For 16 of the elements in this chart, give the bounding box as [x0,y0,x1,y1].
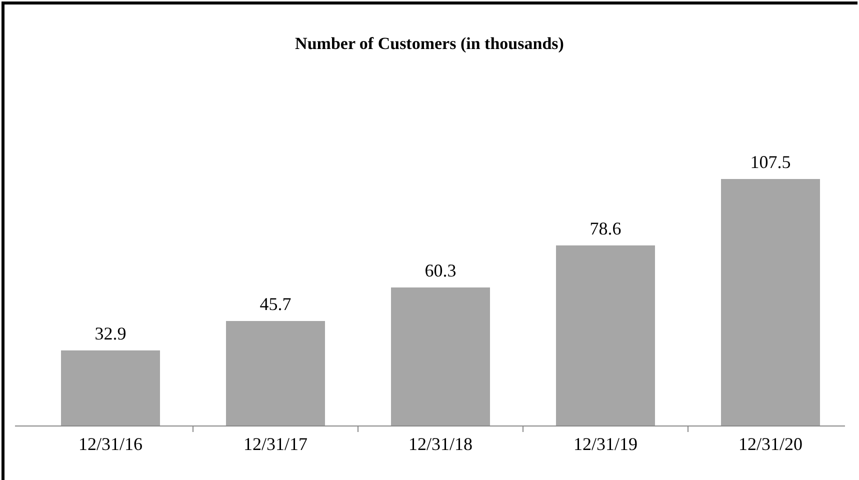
data-label: 78.6 [590,218,622,238]
x-tick-label: 12/31/19 [573,434,638,454]
data-label: 60.3 [424,260,456,280]
x-tick-label: 12/31/17 [243,434,308,454]
bar [61,350,160,426]
data-label: 32.9 [94,323,126,344]
x-tick-label: 12/31/18 [408,434,473,454]
chart-title: Number of Customers (in thousands) [295,34,564,53]
x-tick-label: 12/31/16 [78,434,143,454]
bar [556,245,655,426]
bar [226,320,325,426]
x-tick-label: 12/31/20 [738,434,803,454]
data-label: 107.5 [750,152,791,172]
data-label: 45.7 [260,294,292,314]
bar [391,287,490,426]
bar [721,179,820,426]
